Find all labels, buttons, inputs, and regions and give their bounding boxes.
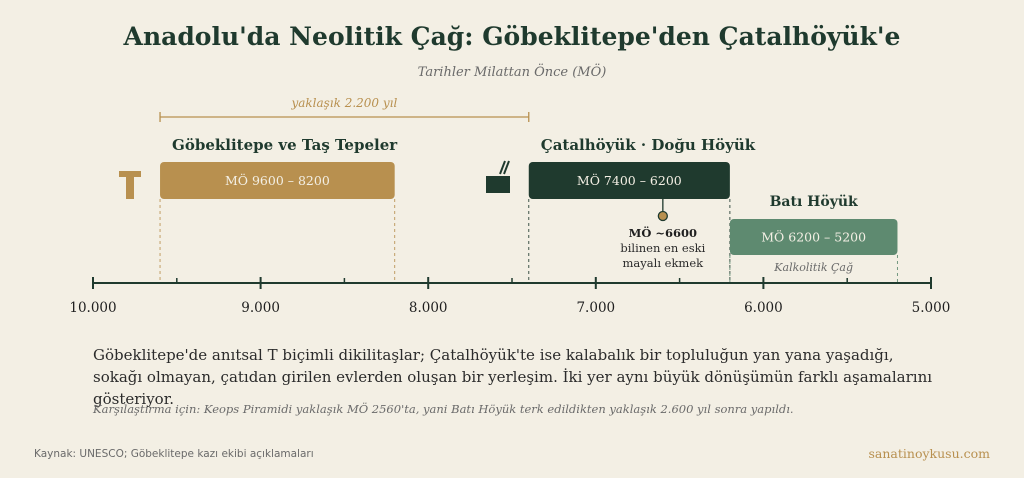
- period-bar: [729, 219, 898, 255]
- event-marker: MÖ ~6600 bilinen en eski mayalı ekmek: [620, 199, 706, 270]
- tick-label: 6.000: [744, 300, 783, 316]
- description-line-1: Göbeklitepe'de anıtsal T biçimli dikilit…: [93, 346, 894, 364]
- house-icon: [486, 160, 510, 193]
- period-sublabel: Kalkolitik Çağ: [773, 261, 853, 274]
- source-text: Kaynak: UNESCO; Göbeklitepe kazı ekibi a…: [34, 448, 314, 460]
- tick-label: 8.000: [409, 300, 448, 316]
- timeline: yaklaşık 2.200 yıl MÖ 9600 – 8200 Göbekli…: [69, 96, 950, 316]
- time-axis: 10.000 9.000 8.000 7.000 6.000 5.000: [69, 277, 950, 316]
- event-text-line2: mayalı ekmek: [623, 256, 705, 270]
- brand-link[interactable]: sanatinoykusu.com: [868, 446, 990, 461]
- description-line-2: sokağı olmayan, çatıdan girilen evlerden…: [93, 368, 933, 408]
- period-2: MÖ 7400 – 6200 Çatalhöyük · Doğu Höyük: [528, 136, 756, 283]
- event-label: MÖ ~6600: [629, 226, 697, 240]
- page-title: Anadolu'da Neolitik Çağ: Göbeklitepe'den…: [123, 22, 901, 51]
- tick-label: 7.000: [576, 300, 615, 316]
- tick-label: 10.000: [69, 300, 116, 316]
- event-text-line1: bilinen en eski: [620, 241, 705, 255]
- period-bar: [528, 162, 730, 199]
- period-name: Batı Höyük: [770, 194, 858, 210]
- description: Göbeklitepe'de anıtsal T biçimli dikilit…: [93, 344, 953, 410]
- period-range-label: MÖ 9600 – 8200: [225, 172, 330, 188]
- period-name: Çatalhöyük · Doğu Höyük: [541, 136, 756, 154]
- comparison-note: Karşılaştırma için: Keops Piramidi yakla…: [93, 402, 794, 416]
- period-1: MÖ 9600 – 8200 Göbeklitepe ve Taş Tepeler: [159, 136, 398, 283]
- t-pillar-icon: [119, 171, 141, 199]
- period-range-label: MÖ 6200 – 5200: [761, 229, 866, 245]
- span-label: yaklaşık 2.200 yıl: [290, 96, 397, 110]
- period-range-label: MÖ 7400 – 6200: [577, 172, 682, 188]
- period-bar: [160, 162, 395, 199]
- span-bracket: yaklaşık 2.200 yıl: [159, 96, 530, 122]
- period-name: Göbeklitepe ve Taş Tepeler: [172, 136, 398, 154]
- period-3: MÖ 6200 – 5200 Batı Höyük Kalkolitik Çağ: [729, 194, 898, 283]
- tick-label: 9.000: [241, 300, 280, 316]
- tick-label: 5.000: [912, 300, 951, 316]
- page-subtitle: Tarihler Milattan Önce (MÖ): [417, 65, 607, 80]
